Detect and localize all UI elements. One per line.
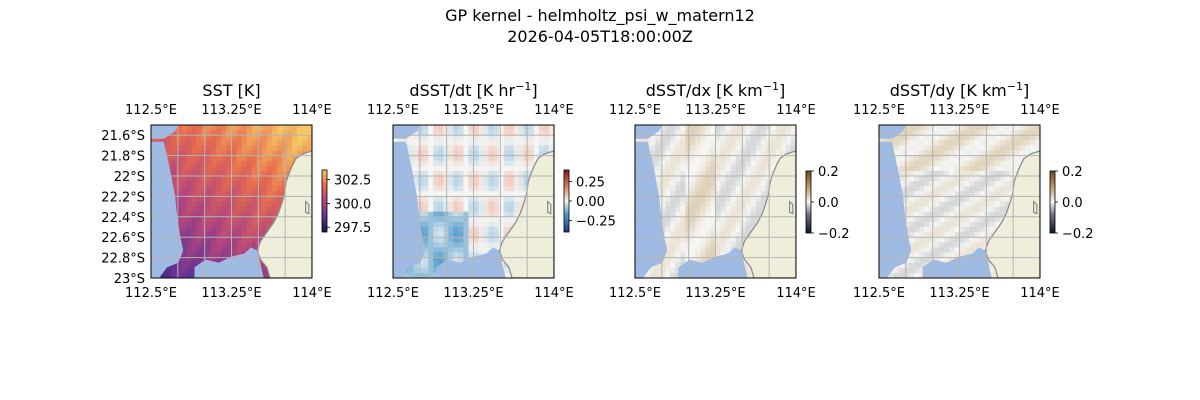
x-tick-label-top: 112.5°E xyxy=(853,103,905,118)
x-tick-label-bottom: 114°E xyxy=(292,286,332,301)
x-tick-label-top: 112.5°E xyxy=(125,103,177,118)
map-frame xyxy=(634,124,797,279)
colorbar-tick-label: 300.0 xyxy=(334,197,371,212)
colorbar-tick-label: 0.0 xyxy=(1062,196,1083,211)
x-tick-label-top: 114°E xyxy=(1020,103,1060,118)
colorbar-tick-label: −0.2 xyxy=(818,227,850,242)
island xyxy=(546,200,552,215)
x-tick-label-bottom: 113.25°E xyxy=(929,286,989,301)
map-frame xyxy=(878,124,1041,279)
y-tick-label: 22.4°S xyxy=(101,211,145,226)
panel-title: dSST/dt [K hr−1] xyxy=(409,80,537,100)
panel-4: dSST/dy [K km−1] 112.5°E 112.5°E 113.25°E 11… xyxy=(853,80,1094,301)
figure-timestamp: 2026-04-05T18:00:00Z xyxy=(507,27,693,46)
y-tick-label: 22.2°S xyxy=(101,190,145,205)
map-area xyxy=(393,125,554,278)
map-area xyxy=(879,125,1040,278)
x-tick-label-bottom: 114°E xyxy=(534,286,574,301)
x-tick-label-bottom: 114°E xyxy=(1020,286,1060,301)
colorbar-tick-label: −0.2 xyxy=(1062,227,1094,242)
panel-3: dSST/dx [K km−1] 112.5°E 112.5°E 113.25°E 11… xyxy=(609,80,850,301)
colorbar xyxy=(563,169,570,233)
x-tick-label-bottom: 112.5°E xyxy=(609,286,661,301)
colorbar-tick-label: 0.00 xyxy=(576,195,605,210)
x-tick-label-bottom: 113.25°E xyxy=(443,286,503,301)
map-frame xyxy=(392,124,555,279)
panel-title: dSST/dx [K km−1] xyxy=(646,80,785,100)
colorbar-tick-label: 0.2 xyxy=(818,165,839,180)
y-tick-label: 22.6°S xyxy=(101,231,145,246)
x-tick-label-top: 112.5°E xyxy=(367,103,419,118)
panel-title: SST [K] xyxy=(202,81,260,100)
x-tick-label-bottom: 112.5°E xyxy=(853,286,905,301)
island xyxy=(1032,200,1038,215)
land-mass xyxy=(256,150,312,278)
no-data-mask xyxy=(436,247,506,278)
x-tick-label-top: 114°E xyxy=(534,103,574,118)
x-tick-label-top: 112.5°E xyxy=(609,103,661,118)
x-tick-label-bottom: 112.5°E xyxy=(125,286,177,301)
y-tick-label: 21.6°S xyxy=(101,129,145,144)
colorbar-tick-label: 297.5 xyxy=(334,221,371,236)
x-tick-label-top: 114°E xyxy=(776,103,816,118)
x-tick-label-top: 113.25°E xyxy=(201,103,261,118)
panel-title: dSST/dy [K km−1] xyxy=(890,80,1029,100)
x-tick-label-top: 113.25°E xyxy=(443,103,503,118)
colorbar-tick-label: 302.5 xyxy=(334,174,371,189)
x-tick-label-bottom: 113.25°E xyxy=(201,286,261,301)
island xyxy=(788,200,794,215)
land-mass xyxy=(984,150,1040,278)
island xyxy=(305,200,310,215)
colorbar-tick-label: 0.2 xyxy=(1062,165,1083,180)
x-tick-label-bottom: 114°E xyxy=(776,286,816,301)
x-tick-label-top: 113.25°E xyxy=(929,103,989,118)
y-tick-label: 21.8°S xyxy=(101,150,145,165)
no-data-mask xyxy=(194,247,264,278)
map-frame xyxy=(150,124,313,279)
map-area xyxy=(635,125,796,278)
y-tick-label: 22°S xyxy=(114,170,145,185)
y-tick-label: 23°S xyxy=(114,272,145,287)
figure-title: GP kernel - helmholtz_psi_w_matern12 xyxy=(445,6,755,25)
y-tick-label: 22.8°S xyxy=(101,252,145,267)
colorbar xyxy=(321,169,328,233)
no-data-mask xyxy=(678,247,748,278)
x-tick-label-bottom: 112.5°E xyxy=(367,286,419,301)
x-tick-label-bottom: 113.25°E xyxy=(685,286,745,301)
colorbar-tick-label: −0.25 xyxy=(576,214,616,229)
panel-2: dSST/dt [K hr−1] 112.5°E 112.5°E 113.25°E 11… xyxy=(367,80,616,301)
x-tick-label-top: 114°E xyxy=(292,103,332,118)
colorbar xyxy=(1049,170,1056,234)
no-data-mask xyxy=(922,247,992,278)
land-mass xyxy=(498,150,554,278)
colorbar-tick-label: 0.0 xyxy=(818,196,839,211)
panel-1: SST [K] 112.5°E 112.5°E 113.25°E 113.25°E 114… xyxy=(101,81,371,301)
colorbar-tick-label: 0.25 xyxy=(576,176,605,191)
map-area xyxy=(151,125,312,278)
land-mass xyxy=(740,150,796,278)
colorbar xyxy=(805,170,812,234)
x-tick-label-top: 113.25°E xyxy=(685,103,745,118)
